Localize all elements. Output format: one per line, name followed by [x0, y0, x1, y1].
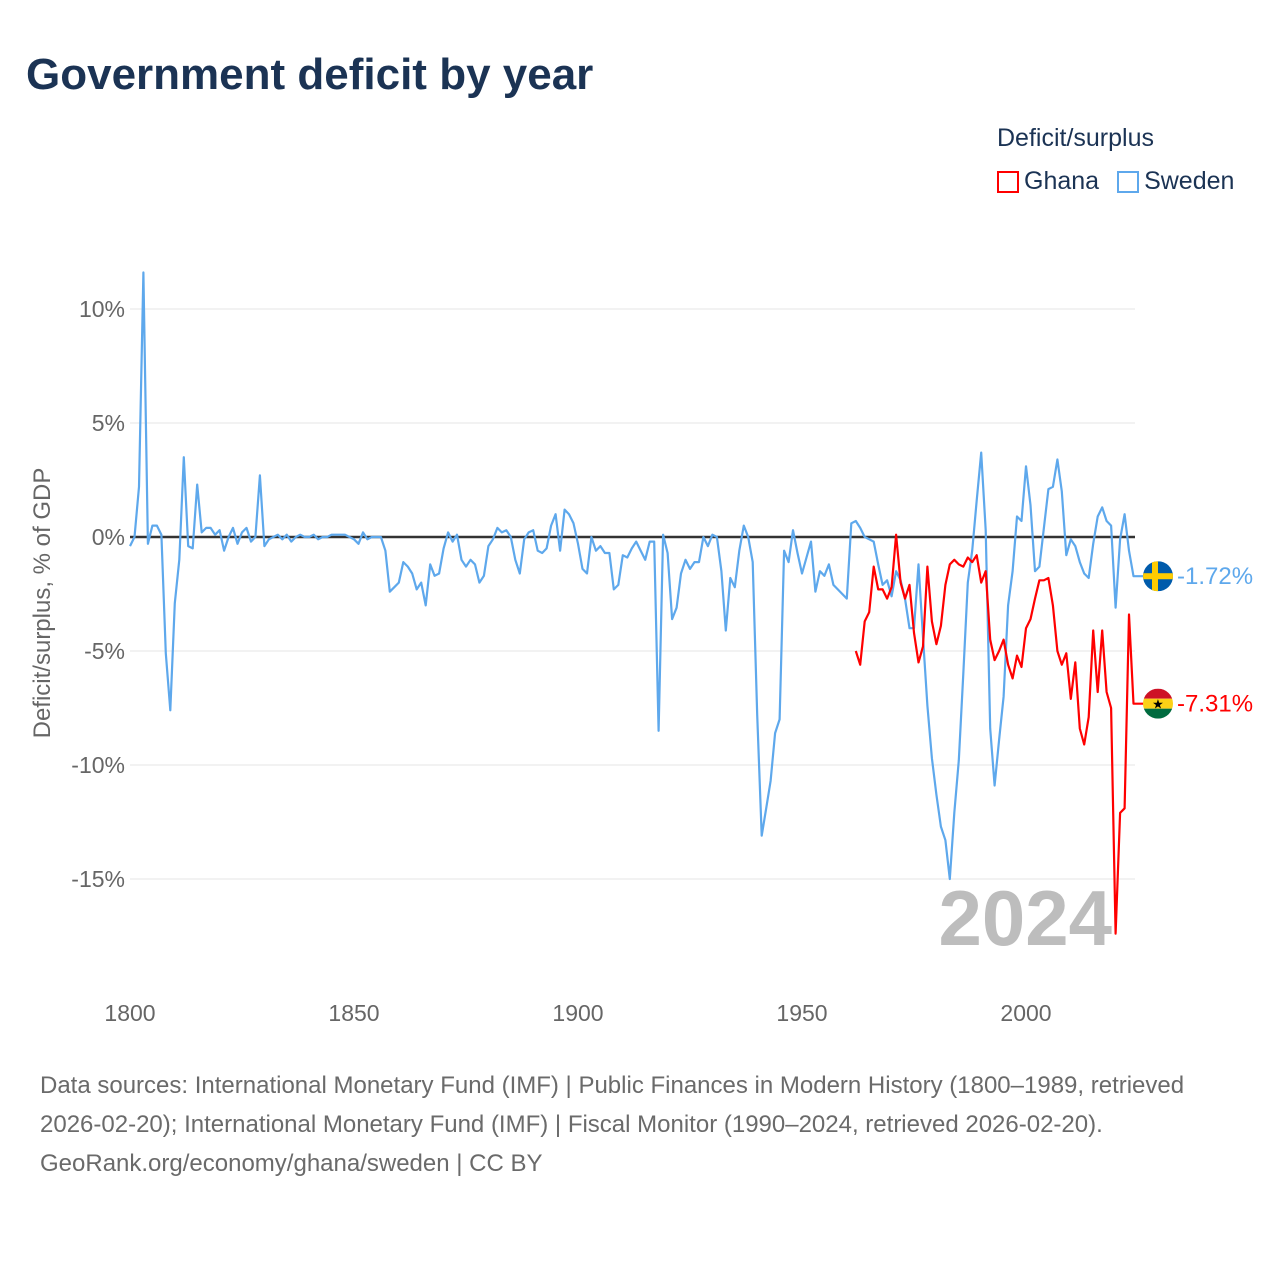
y-axis-label: Deficit/surplus, % of GDP [29, 468, 56, 739]
flag-stripe-green [1143, 708, 1173, 719]
y-tick-label: -15% [71, 866, 125, 892]
flag-body: ★ [1143, 688, 1173, 719]
data-sources: Data sources: International Monetary Fun… [40, 1072, 1185, 1138]
y-tick-label: -10% [71, 752, 125, 778]
y-tick-label: 10% [79, 296, 125, 322]
flag-stripe-red [1143, 688, 1173, 699]
series-line-sweden [129, 271, 1158, 881]
flag-stripe-yellow [1143, 698, 1173, 709]
legend-label-ghana: Ghana [1024, 167, 1100, 195]
legend: Deficit/surplus Ghana Sweden [997, 124, 1234, 196]
end-value-label-ghana: -7.31% [1177, 691, 1253, 718]
legend-swatch-ghana [997, 170, 1019, 193]
legend-title: Deficit/surplus [997, 124, 1154, 152]
footer: Data sources: International Monetary Fun… [40, 1066, 1240, 1183]
year-watermark: 2024 [938, 874, 1112, 962]
gridlines [130, 308, 1135, 880]
x-tick-label: 2000 [1000, 1000, 1051, 1026]
x-axis-ticks: 1800 1850 1900 1950 2000 [104, 1000, 1051, 1026]
x-tick-label: 1850 [328, 1000, 379, 1026]
y-tick-label: 5% [92, 410, 125, 436]
flag-body [1143, 561, 1173, 592]
x-tick-label: 1800 [104, 1000, 155, 1026]
flag-ghana-icon: ★ [1143, 688, 1173, 719]
x-tick-label: 1950 [776, 1000, 827, 1026]
legend-swatch-sweden [1117, 170, 1140, 193]
y-tick-label: -5% [84, 638, 125, 664]
flag-star-icon: ★ [1152, 697, 1164, 712]
flag-sweden-icon [1143, 561, 1173, 592]
flag-cross-v [1152, 561, 1158, 592]
legend-item-ghana[interactable]: Ghana [997, 167, 1099, 196]
series-lines [129, 271, 1158, 935]
credit-link[interactable]: GeoRank.org/economy/ghana/sweden | CC BY [40, 1150, 543, 1177]
y-tick-label: 0% [92, 524, 125, 550]
legend-item-sweden[interactable]: Sweden [1117, 167, 1234, 196]
end-markers: -1.72% ★ -7.31% [1143, 561, 1253, 719]
x-tick-label: 1900 [552, 1000, 603, 1026]
legend-label-sweden: Sweden [1144, 167, 1235, 195]
chart-title: Government deficit by year [26, 50, 594, 99]
y-axis-ticks: 10% 5% 0% -5% -10% -15% [71, 296, 125, 892]
end-value-label-sweden: -1.72% [1177, 563, 1253, 590]
series-line-ghana [854, 533, 1158, 935]
